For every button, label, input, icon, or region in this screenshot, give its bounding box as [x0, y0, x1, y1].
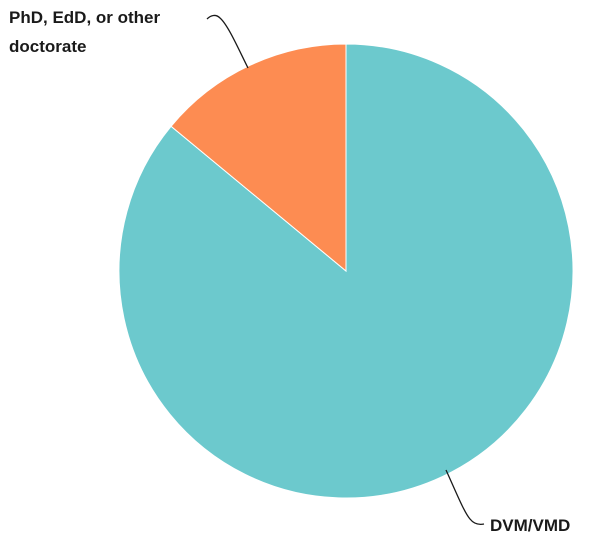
leader-line-dvm [445, 469, 485, 525]
leader-line-phd [206, 14, 249, 69]
label-leaders [206, 14, 485, 525]
pie-slices [118, 43, 574, 499]
slice-label-phd-line-2: doctorate [9, 37, 86, 56]
slice-label-phd-line-1: PhD, EdD, or other [9, 8, 161, 27]
slice-label-dvm-line-1: DVM/VMD [490, 516, 570, 535]
slice-label-dvm: DVM/VMD [490, 516, 570, 535]
pie-slice-phd-edd-or-other-doctorate [170, 43, 347, 273]
slice-label-phd: PhD, EdD, or other doctorate [9, 8, 165, 56]
